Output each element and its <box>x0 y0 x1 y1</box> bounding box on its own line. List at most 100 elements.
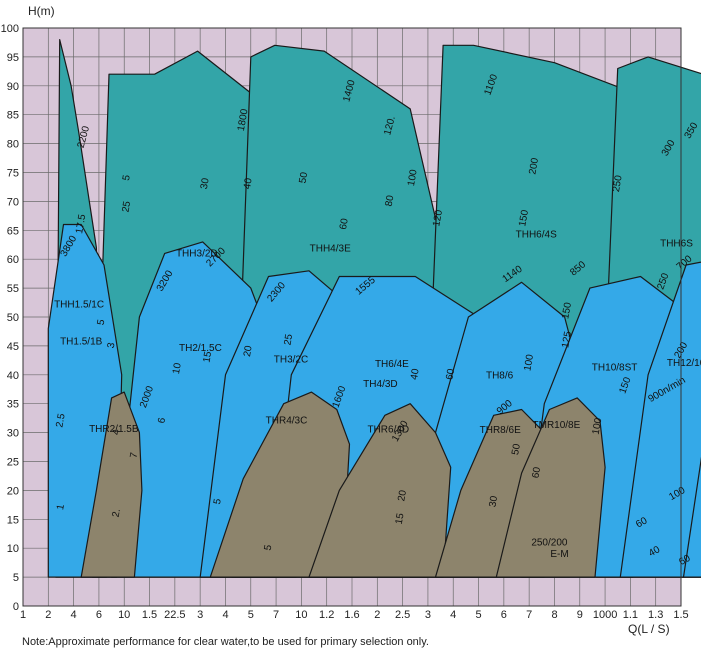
annotation-56: 20 <box>396 489 409 502</box>
y-tick-label-3: 15 <box>7 514 19 526</box>
annotation-9: 1800 <box>236 108 251 132</box>
y-tick-label-2: 10 <box>7 543 19 555</box>
series-region-17 <box>308 403 452 578</box>
annotation-38: 30 <box>199 177 212 190</box>
series-label-10: TH8/6 <box>486 371 514 382</box>
series-label-5: TH1.5/1B <box>60 337 103 348</box>
y-tick-label-20: 100 <box>1 23 19 35</box>
series-region-16 <box>209 391 351 578</box>
x-tick-label-0: 1 <box>20 609 26 621</box>
series-region-19 <box>495 397 606 578</box>
x-tick-label-4: 10 <box>118 609 130 621</box>
x-tick-label-13: 1.6 <box>344 609 359 621</box>
x-tick-label-24: 1.1 <box>623 609 638 621</box>
annotation-72: 250 <box>655 271 671 291</box>
x-tick-label-11: 10 <box>295 609 307 621</box>
annotation-43: 3 <box>106 341 118 349</box>
annotation-51: 15 <box>201 350 214 363</box>
annotation-49: 6 <box>156 416 168 424</box>
series-label-7: TH3/2C <box>274 355 308 366</box>
annotation-30: 200 <box>527 157 541 176</box>
annotation-33: 100 <box>406 168 420 187</box>
annotation-41: 5 <box>121 174 133 182</box>
x-tick-label-3: 6 <box>96 609 102 621</box>
y-tick-label-11: 55 <box>7 283 19 295</box>
annotation-48: 7 <box>129 451 141 459</box>
annotation-31: 150 <box>517 209 531 228</box>
x-tick-label-10: 7 <box>273 609 279 621</box>
y-tick-label-0: 0 <box>13 601 19 613</box>
x-tick-label-9: 5 <box>248 609 254 621</box>
annotation-55: 5 <box>263 544 275 552</box>
series-label-12: TH12/10ST <box>667 358 701 369</box>
x-tick-label-17: 4 <box>450 609 456 621</box>
x-tick-label-20: 7 <box>526 609 532 621</box>
annotation-68: 40 <box>647 544 663 559</box>
series-label-17: THR6/4D <box>367 425 409 436</box>
y-tick-label-4: 20 <box>7 485 19 497</box>
series-label-0: THH1.5/1C <box>54 299 104 310</box>
annotation-66: 150 <box>560 301 574 320</box>
annotation-44: 2.5 <box>54 412 67 428</box>
y-tick-label-12: 60 <box>7 254 19 266</box>
footer-note: Note:Approximate performance for clear w… <box>22 636 429 648</box>
y-tick-label-13: 65 <box>7 225 19 237</box>
x-tick-label-14: 2 <box>374 609 380 621</box>
annotation-59: 60 <box>444 368 457 381</box>
annotation-64: 125 <box>560 330 574 349</box>
series-label-8: TH4/3D <box>363 379 397 390</box>
annotation-37: 40 <box>242 177 255 190</box>
y-tick-label-17: 85 <box>7 110 19 122</box>
annotation-39: 25 <box>120 200 133 213</box>
y-tick-label-6: 30 <box>7 428 19 440</box>
series-region-20 <box>80 391 143 578</box>
annotation-36: 50 <box>298 171 311 184</box>
x-tick-label-12: 1.2 <box>319 609 334 621</box>
annotation-60: 30 <box>487 495 500 508</box>
y-tick-label-15: 75 <box>7 168 19 180</box>
y-tick-label-5: 25 <box>7 457 19 469</box>
annotation-45: 1 <box>55 503 67 511</box>
x-tick-label-6: 22.5 <box>164 609 185 621</box>
annotation-62: 60 <box>530 466 543 479</box>
y-tick-label-9: 45 <box>7 341 19 353</box>
series-label-9: TH6/4E <box>375 359 409 370</box>
x-tick-label-26: 1.5 <box>673 609 688 621</box>
series-label-2: THH4/3E <box>310 244 351 255</box>
plot-frame <box>22 27 682 607</box>
annotation-47: 4 <box>111 428 123 436</box>
series-region-13 <box>682 456 701 578</box>
x-tick-label-7: 3 <box>197 609 203 621</box>
annotation-57: 15 <box>394 512 407 525</box>
annotation-7: E-M <box>550 549 568 560</box>
series-label-4: THH6S <box>660 238 693 249</box>
series-label-1: THH3/2D <box>176 249 218 260</box>
series-label-16: THR4/3C <box>266 416 308 427</box>
x-tick-label-16: 3 <box>425 609 431 621</box>
y-tick-label-19: 95 <box>7 52 19 64</box>
annotation-52: 20 <box>242 344 255 357</box>
annotation-53: 25 <box>282 333 295 346</box>
annotation-26: 120. <box>382 115 398 137</box>
series-label-6: TH2/1.5C <box>179 343 222 354</box>
y-tick-label-18: 90 <box>7 81 19 93</box>
annotation-29: 250 <box>611 174 625 193</box>
x-tick-label-18: 5 <box>475 609 481 621</box>
y-tick-label-16: 80 <box>7 139 19 151</box>
x-tick-label-8: 4 <box>222 609 228 621</box>
annotation-69: 150 <box>618 375 634 395</box>
annotation-35: 60 <box>338 217 351 230</box>
annotation-63: 100 <box>591 417 605 436</box>
x-tick-label-2: 4 <box>71 609 77 621</box>
annotation-54: 5 <box>212 497 224 505</box>
annotation-50: 10 <box>171 362 184 375</box>
x-tick-label-21: 8 <box>551 609 557 621</box>
y-tick-label-10: 50 <box>7 312 19 324</box>
annotation-40: 17.5 <box>74 213 88 235</box>
x-tick-label-25: 1.3 <box>648 609 663 621</box>
x-axis-title: Q(L / S) <box>628 622 670 636</box>
y-tick-label-1: 5 <box>13 572 19 584</box>
annotation-67: 60 <box>634 515 650 530</box>
annotation-42: 5 <box>96 318 108 326</box>
annotation-32: 120 <box>431 209 445 228</box>
